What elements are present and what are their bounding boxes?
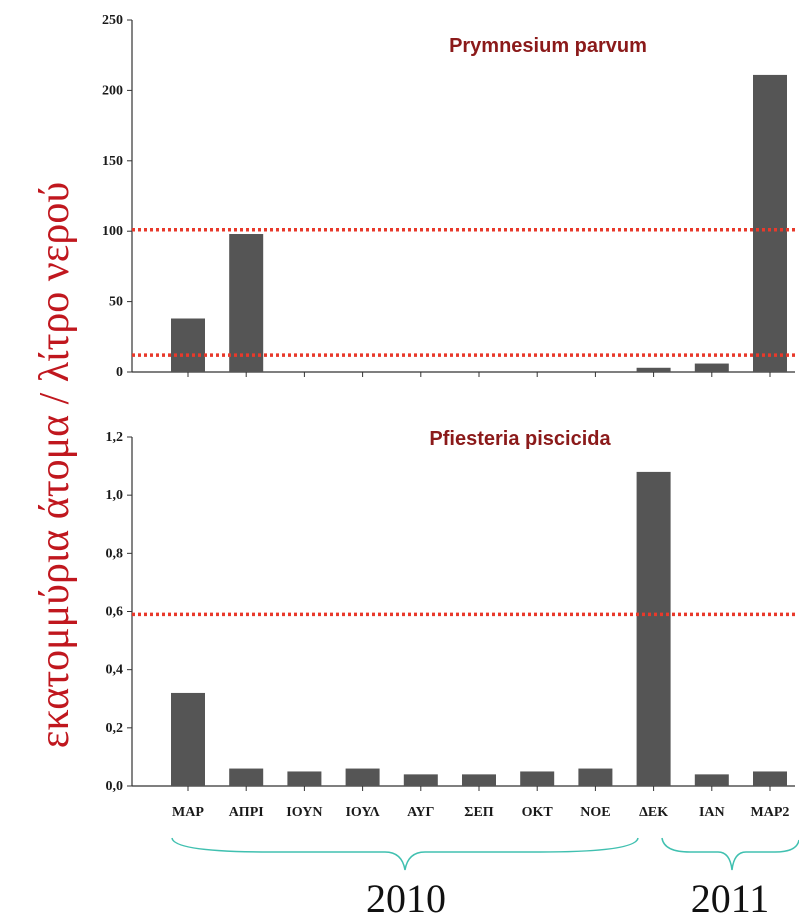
category-label: ΙΑΝ — [699, 805, 725, 820]
bar-pfiesteria-4 — [345, 768, 380, 786]
category-label: ΙΟΥΛ — [345, 805, 379, 820]
bar-pfiesteria-7 — [520, 771, 555, 786]
brace-2010 — [171, 837, 639, 871]
bar-pfiesteria-10 — [694, 774, 729, 786]
chart-title-prymnesium: Prymnesium parvum — [449, 35, 647, 57]
bar-prymnesium-1 — [171, 318, 205, 372]
y-tick-label: 1,0 — [106, 488, 124, 503]
bar-pfiesteria-3 — [287, 771, 322, 786]
y-tick-label: 150 — [102, 154, 123, 169]
y-tick-label: 0,0 — [106, 779, 124, 794]
y-tick-label: 100 — [102, 224, 123, 239]
bar-prymnesium-10 — [694, 363, 729, 372]
bar-pfiesteria-1 — [171, 692, 205, 786]
chart-title-pfiesteria: Pfiesteria piscicida — [429, 428, 611, 450]
bar-prymnesium-9 — [636, 367, 671, 372]
y-tick-label: 200 — [102, 83, 123, 98]
y-tick-label: 0 — [116, 365, 123, 380]
category-label: ΑΠΡΙ — [229, 805, 264, 820]
y-axis-label: εκατομμύρια άτομα / λίτρο νερού — [32, 182, 78, 748]
y-tick-label: 1,2 — [106, 430, 124, 445]
category-label: ΟΚΤ — [522, 805, 554, 820]
bar-pfiesteria-8 — [578, 768, 613, 786]
bar-prymnesium-2 — [229, 234, 264, 372]
category-label: ΜΑΡ2 — [751, 805, 790, 820]
category-label: ΜΑΡ — [172, 805, 204, 820]
chart-panel-pfiesteria: Pfiesteria piscicida 0,0 0,2 0,4 0,6 0,8 1,0 1… — [106, 428, 795, 820]
year-label-2010: 2010 — [366, 876, 446, 921]
category-label: ΝΟΕ — [580, 805, 610, 820]
category-label: ΔΕΚ — [639, 805, 668, 820]
bar-pfiesteria-2 — [229, 768, 264, 786]
y-tick-label: 0,6 — [106, 605, 124, 620]
y-tick-label: 0,8 — [106, 546, 124, 561]
y-tick-label: 250 — [102, 13, 123, 28]
chart-panel-prymnesium: Prymnesium parvum 0 50 100 150 200 250 — [102, 13, 795, 380]
bar-prymnesium-11 — [753, 74, 787, 373]
bar-pfiesteria-5 — [403, 774, 438, 786]
bar-pfiesteria-11 — [753, 771, 787, 786]
bar-pfiesteria-9 — [636, 471, 671, 786]
category-label: ΣΕΠ — [464, 805, 493, 820]
y-tick-label: 0,2 — [106, 721, 124, 736]
category-label: ΑΥΓ — [407, 805, 434, 820]
category-label: ΙΟΥΝ — [286, 805, 322, 820]
bar-pfiesteria-6 — [462, 774, 496, 786]
brace-2011 — [661, 837, 799, 871]
year-label-2011: 2011 — [691, 876, 770, 921]
y-tick-label: 50 — [109, 295, 123, 310]
y-tick-label: 0,4 — [106, 663, 124, 678]
